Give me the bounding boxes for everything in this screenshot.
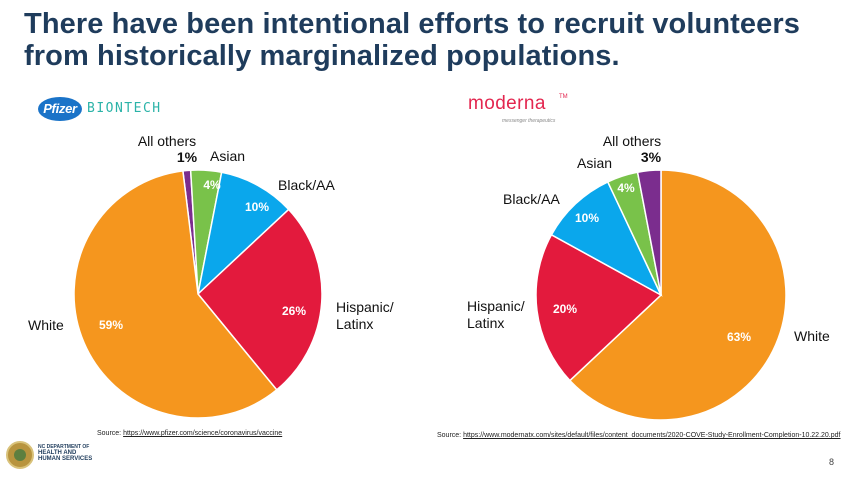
- pie-slice-others: [636, 169, 662, 296]
- ncdhhs-logo: NC DEPARTMENT OF HEALTH AND HUMAN SERVIC…: [6, 441, 106, 473]
- pfizer-source-link[interactable]: https://www.pfizer.com/science/coronavir…: [123, 430, 283, 437]
- title-line-1: There have been intentional efforts to r…: [24, 8, 800, 40]
- slice-name-label-others: All others: [138, 133, 196, 149]
- pie-slice-hispanic: [196, 208, 323, 391]
- moderna-source: Source: https://www.modernatx.com/sites/…: [437, 432, 841, 439]
- title-line-2: from historically marginalized populatio…: [24, 40, 620, 72]
- moderna-trademark: TM: [559, 94, 568, 100]
- moderna-logo: moderna TM messenger therapeutics: [468, 93, 568, 127]
- pie-slice-white: [73, 170, 278, 419]
- slice-name-label-others: All others: [603, 133, 661, 149]
- pfizer-logo: Pfizer: [38, 97, 82, 121]
- ncdhhs-wordmark: NC DEPARTMENT OF HEALTH AND HUMAN SERVIC…: [38, 444, 92, 462]
- slice-name-label-black: Black/AA: [278, 177, 335, 193]
- moderna-pie-chart: White 63% Hispanic/Latinx 20% Black/AA 10% Asi…: [467, 133, 830, 421]
- slice-value-label-black: 10%: [575, 211, 599, 225]
- pie-slice-white: [568, 169, 787, 421]
- slice-value-label-hispanic: 20%: [553, 302, 577, 316]
- slice-name-label-hispanic: Hispanic/: [467, 298, 525, 314]
- moderna-wordmark: moderna: [468, 93, 546, 114]
- slice-value-label-others: 1%: [177, 149, 198, 165]
- slice-value-label-white: 63%: [727, 330, 751, 344]
- slice-value-label-hispanic: 26%: [282, 304, 306, 318]
- slice-name-label-hispanic-line2: Latinx: [467, 315, 504, 331]
- page-number: 8: [828, 457, 834, 467]
- pfizer-biontech-logo: Pfizer BIONTECH: [38, 97, 173, 123]
- pfizer-source: Source: https://www.pfizer.com/science/c…: [97, 430, 282, 437]
- nc-seal-icon: [6, 441, 34, 469]
- dept-line-1: NC DEPARTMENT OF: [38, 444, 90, 450]
- dept-line-3: HUMAN SERVICES: [38, 456, 93, 462]
- slice-value-label-black: 10%: [245, 200, 269, 214]
- moderna-tagline: messenger therapeutics: [502, 118, 556, 124]
- slice-name-label-white: White: [28, 317, 64, 333]
- dept-line-2: HEALTH AND: [38, 450, 77, 456]
- biontech-logo: BIONTECH: [87, 101, 162, 116]
- pie-slice-black: [550, 180, 663, 297]
- slice-value-label-asian: 4%: [617, 181, 635, 195]
- slice-name-label-white: White: [794, 328, 830, 344]
- slice-value-label-others: 3%: [641, 149, 662, 165]
- slide-title: There have been intentional efforts to r…: [24, 8, 800, 72]
- slice-name-label-hispanic: Hispanic/: [336, 299, 394, 315]
- slice-name-label-black: Black/AA: [503, 191, 560, 207]
- pie-slice-black: [196, 171, 290, 297]
- slice-value-label-asian: 4%: [203, 178, 221, 192]
- slice-name-label-hispanic-line2: Latinx: [336, 316, 373, 332]
- source-label: Source:: [437, 432, 462, 439]
- slice-name-label-asian: Asian: [577, 155, 612, 171]
- slice-value-label-white: 59%: [99, 318, 123, 332]
- moderna-source-link[interactable]: https://www.modernatx.com/sites/default/…: [463, 432, 841, 439]
- slice-name-label-asian: Asian: [210, 148, 245, 164]
- source-label: Source:: [97, 430, 122, 437]
- pie-slice-hispanic: [535, 233, 663, 382]
